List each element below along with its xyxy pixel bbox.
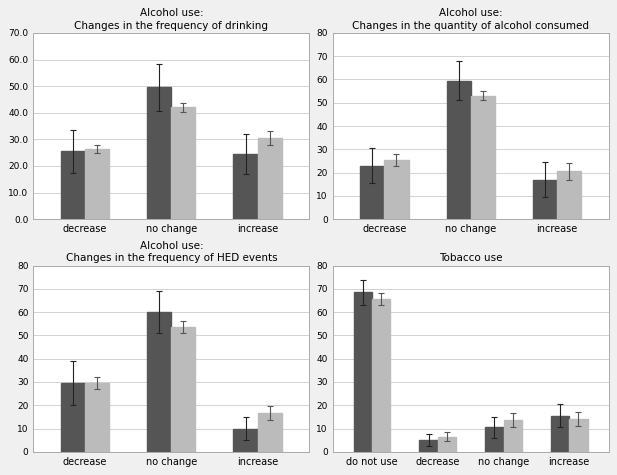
Bar: [551, 416, 569, 452]
Bar: [354, 292, 372, 452]
Bar: [257, 413, 282, 452]
Bar: [147, 312, 172, 452]
Title: Alcohol use:
Changes in the frequency of drinking: Alcohol use: Changes in the frequency of…: [74, 9, 268, 31]
Bar: [172, 107, 196, 219]
Bar: [471, 96, 495, 219]
Bar: [172, 327, 196, 452]
Bar: [384, 160, 408, 219]
Bar: [420, 440, 438, 452]
Title: Alcohol use:
Changes in the frequency of HED events: Alcohol use: Changes in the frequency of…: [65, 241, 277, 263]
Bar: [503, 420, 522, 452]
Bar: [485, 428, 503, 452]
Bar: [61, 383, 85, 452]
Bar: [233, 154, 257, 219]
Bar: [233, 428, 257, 452]
Bar: [257, 138, 282, 219]
Bar: [557, 171, 581, 219]
Bar: [85, 149, 109, 219]
Bar: [438, 437, 456, 452]
Bar: [147, 87, 172, 219]
Bar: [372, 299, 391, 452]
Title: Tobacco use: Tobacco use: [439, 253, 502, 263]
Title: Alcohol use:
Changes in the quantity of alcohol consumed: Alcohol use: Changes in the quantity of …: [352, 9, 589, 31]
Bar: [85, 383, 109, 452]
Bar: [360, 166, 384, 219]
Bar: [569, 419, 587, 452]
Bar: [532, 180, 557, 219]
Bar: [447, 81, 471, 219]
Bar: [61, 152, 85, 219]
